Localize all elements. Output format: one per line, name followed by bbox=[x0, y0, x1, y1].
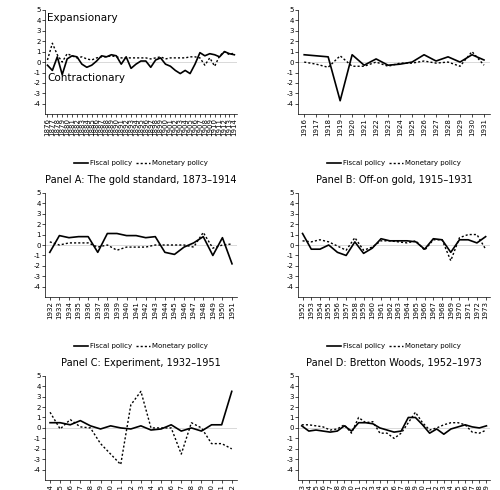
Legend: Fiscal policy, Monetary policy: Fiscal policy, Monetary policy bbox=[72, 341, 210, 352]
Text: Panel B: Off-on gold, 1915–1931: Panel B: Off-on gold, 1915–1931 bbox=[316, 175, 472, 185]
Text: Expansionary: Expansionary bbox=[47, 13, 118, 23]
Legend: Fiscal policy, Monetary policy: Fiscal policy, Monetary policy bbox=[324, 341, 464, 352]
Text: Panel A: The gold standard, 1873–1914: Panel A: The gold standard, 1873–1914 bbox=[45, 175, 236, 185]
Text: Contractionary: Contractionary bbox=[47, 73, 125, 82]
Legend: Fiscal policy, Monetary policy: Fiscal policy, Monetary policy bbox=[72, 157, 210, 169]
Text: Panel C: Experiment, 1932–1951: Panel C: Experiment, 1932–1951 bbox=[61, 358, 221, 368]
Text: Panel D: Bretton Woods, 1952–1973: Panel D: Bretton Woods, 1952–1973 bbox=[306, 358, 482, 368]
Legend: Fiscal policy, Monetary policy: Fiscal policy, Monetary policy bbox=[324, 157, 464, 169]
